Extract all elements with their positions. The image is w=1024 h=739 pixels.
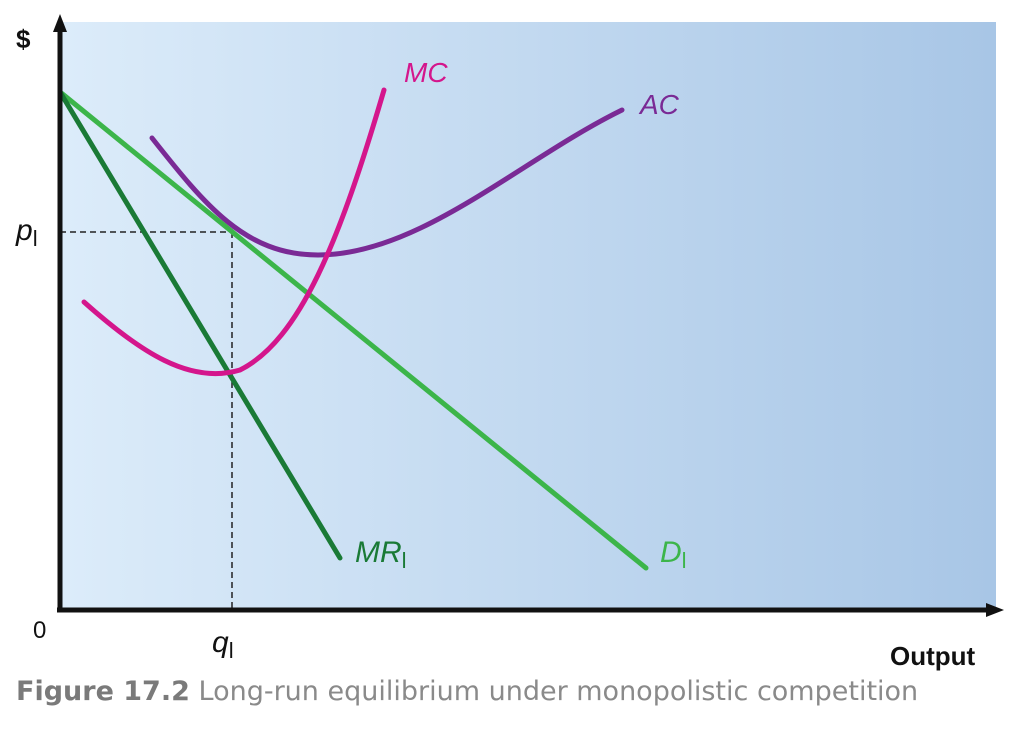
ac-curve [149, 107, 625, 258]
y-axis-label: $ [16, 24, 31, 54]
mc-curve [81, 87, 387, 377]
mr-label-base: MR [355, 536, 402, 569]
demand-label-base: D [660, 536, 682, 569]
price-tick-label: pl [15, 214, 38, 251]
ac-label: AC [638, 89, 680, 120]
mc-label: MC [404, 57, 448, 88]
figure-caption: Figure 17.2 Long-run equilibrium under m… [16, 676, 918, 707]
price-tick-sub: l [33, 226, 38, 251]
marginal-revenue-curve [57, 89, 343, 561]
quantity-tick-base: q [212, 626, 229, 659]
figure-number: Figure 17.2 [16, 676, 190, 707]
x-axis-label: Output [890, 641, 976, 671]
price-tick-base: p [15, 214, 33, 247]
origin-label: 0 [33, 617, 46, 644]
mr-label: MRl [355, 536, 407, 573]
plot-background [60, 22, 996, 610]
quantity-tick-label: ql [212, 626, 234, 663]
demand-curve [57, 89, 649, 571]
demand-label-sub: l [682, 548, 687, 573]
demand-label: Dl [660, 536, 687, 573]
x-axis-arrow [986, 603, 1004, 617]
mr-label-sub: l [402, 548, 407, 573]
quantity-tick-sub: l [229, 638, 234, 663]
figure-caption-text: Long-run equilibrium under monopolistic … [198, 676, 919, 707]
y-axis-arrow [53, 14, 67, 32]
